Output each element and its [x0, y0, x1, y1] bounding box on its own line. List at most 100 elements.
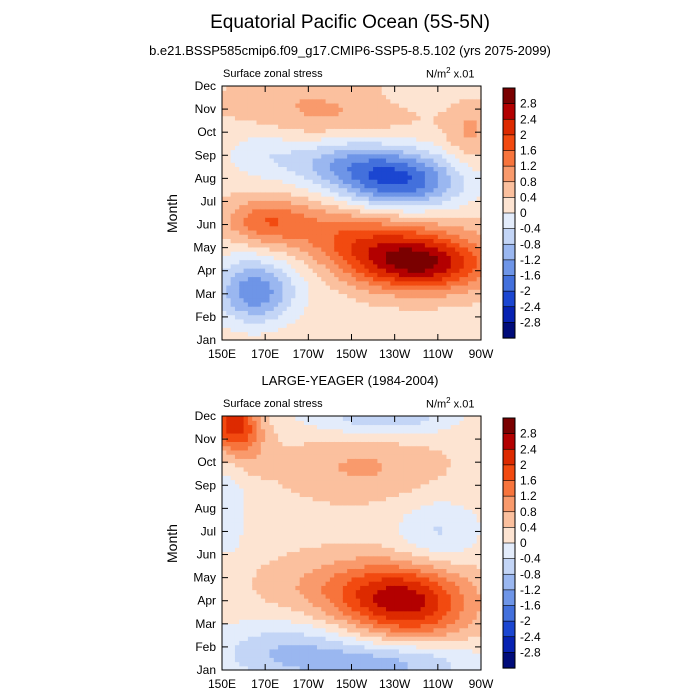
heatmap-cell	[355, 196, 361, 201]
heatmap-cell	[299, 636, 305, 641]
heatmap-cell	[355, 166, 361, 172]
heatmap-cell	[398, 263, 404, 269]
xtick-label: 150W	[336, 347, 368, 361]
heatmap-cell	[299, 102, 305, 108]
heatmap-cell	[239, 331, 245, 337]
heatmap-cell	[433, 289, 439, 295]
heatmap-cell	[247, 174, 253, 180]
heatmap-cell	[295, 492, 301, 498]
heatmap-cell	[355, 301, 361, 307]
panel1-unit-label: N/m2 x.01	[426, 66, 474, 81]
heatmap-cell	[437, 119, 443, 125]
heatmap-cell	[308, 111, 314, 117]
heatmap-cell	[459, 111, 465, 117]
heatmap-cell	[282, 86, 288, 91]
heatmap-cell	[472, 153, 478, 159]
heatmap-cell	[247, 141, 253, 146]
heatmap-cell	[265, 479, 271, 485]
heatmap-cell	[269, 94, 275, 100]
heatmap-cell	[226, 623, 232, 629]
heatmap-cell	[411, 208, 417, 214]
heatmap-cell	[295, 513, 301, 519]
heatmap-cell	[265, 657, 271, 663]
heatmap-cell	[373, 314, 378, 320]
heatmap-cell	[373, 98, 378, 104]
heatmap-cell	[247, 555, 253, 561]
heatmap-cell	[273, 208, 279, 214]
heatmap-cell	[446, 132, 452, 138]
heatmap-cell	[260, 644, 266, 650]
heatmap-cell	[334, 107, 340, 112]
heatmap-cell	[437, 327, 443, 333]
heatmap-cell	[463, 225, 469, 231]
heatmap-cell	[347, 102, 353, 108]
heatmap-cell	[273, 479, 279, 485]
heatmap-cell	[243, 170, 249, 176]
heatmap-cell	[360, 145, 366, 151]
heatmap-cell	[265, 526, 271, 531]
heatmap-cell	[273, 314, 279, 320]
heatmap-cell	[463, 170, 469, 176]
heatmap-cell	[234, 492, 240, 498]
heatmap-cell	[321, 301, 327, 307]
heatmap-cell	[265, 268, 271, 273]
heatmap-cell	[377, 141, 383, 146]
heatmap-cell	[411, 86, 417, 91]
heatmap-cell	[256, 119, 262, 125]
heatmap-cell	[278, 648, 284, 654]
heatmap-cell	[411, 149, 417, 155]
heatmap-cell	[304, 458, 309, 464]
heatmap-cell	[291, 610, 296, 616]
heatmap-cell	[455, 119, 461, 125]
heatmap-cell	[433, 187, 439, 193]
heatmap-cell	[269, 208, 275, 214]
heatmap-cell	[377, 238, 383, 244]
heatmap-cell	[291, 449, 296, 455]
heatmap-cell	[338, 115, 344, 121]
heatmap-cell	[347, 200, 353, 206]
heatmap-cell	[351, 318, 357, 324]
heatmap-cell	[450, 191, 456, 197]
heatmap-cell	[291, 420, 296, 426]
heatmap-cell	[260, 475, 266, 481]
heatmap-cell	[334, 111, 340, 117]
heatmap-cell	[282, 98, 288, 104]
heatmap-cell	[269, 141, 275, 146]
heatmap-cell	[239, 530, 245, 536]
heatmap-cell	[278, 166, 284, 172]
heatmap-cell	[468, 157, 473, 163]
heatmap-cell	[325, 318, 331, 324]
heatmap-cell	[286, 280, 292, 286]
heatmap-cell	[390, 293, 396, 299]
heatmap-cell	[295, 284, 301, 290]
heatmap-cell	[230, 94, 236, 100]
heatmap-cell	[243, 94, 249, 100]
heatmap-cell	[312, 200, 318, 206]
heatmap-cell	[247, 581, 253, 586]
heatmap-cell	[234, 191, 240, 197]
heatmap-cell	[373, 310, 378, 316]
heatmap-cell	[329, 90, 335, 96]
heatmap-cell	[377, 318, 383, 324]
heatmap-cell	[398, 107, 404, 112]
heatmap-cell	[282, 115, 288, 121]
heatmap-cell	[243, 500, 249, 506]
heatmap-cell	[243, 323, 249, 328]
heatmap-cell	[459, 225, 465, 231]
heatmap-cell	[390, 323, 396, 328]
heatmap-cell	[299, 428, 305, 434]
heatmap-cell	[468, 132, 473, 138]
heatmap-cell	[472, 124, 478, 129]
heatmap-cell	[247, 327, 253, 333]
heatmap-cell	[291, 157, 296, 163]
heatmap-cell	[342, 238, 348, 244]
heatmap-cell	[252, 610, 258, 616]
heatmap-cell	[308, 314, 314, 320]
heatmap-cell	[368, 179, 374, 184]
heatmap-cell	[222, 196, 227, 201]
heatmap-cell	[295, 289, 301, 295]
heatmap-cell	[437, 314, 443, 320]
heatmap-cell	[446, 217, 452, 223]
heatmap-cell	[459, 289, 465, 295]
heatmap-cell	[291, 268, 296, 273]
